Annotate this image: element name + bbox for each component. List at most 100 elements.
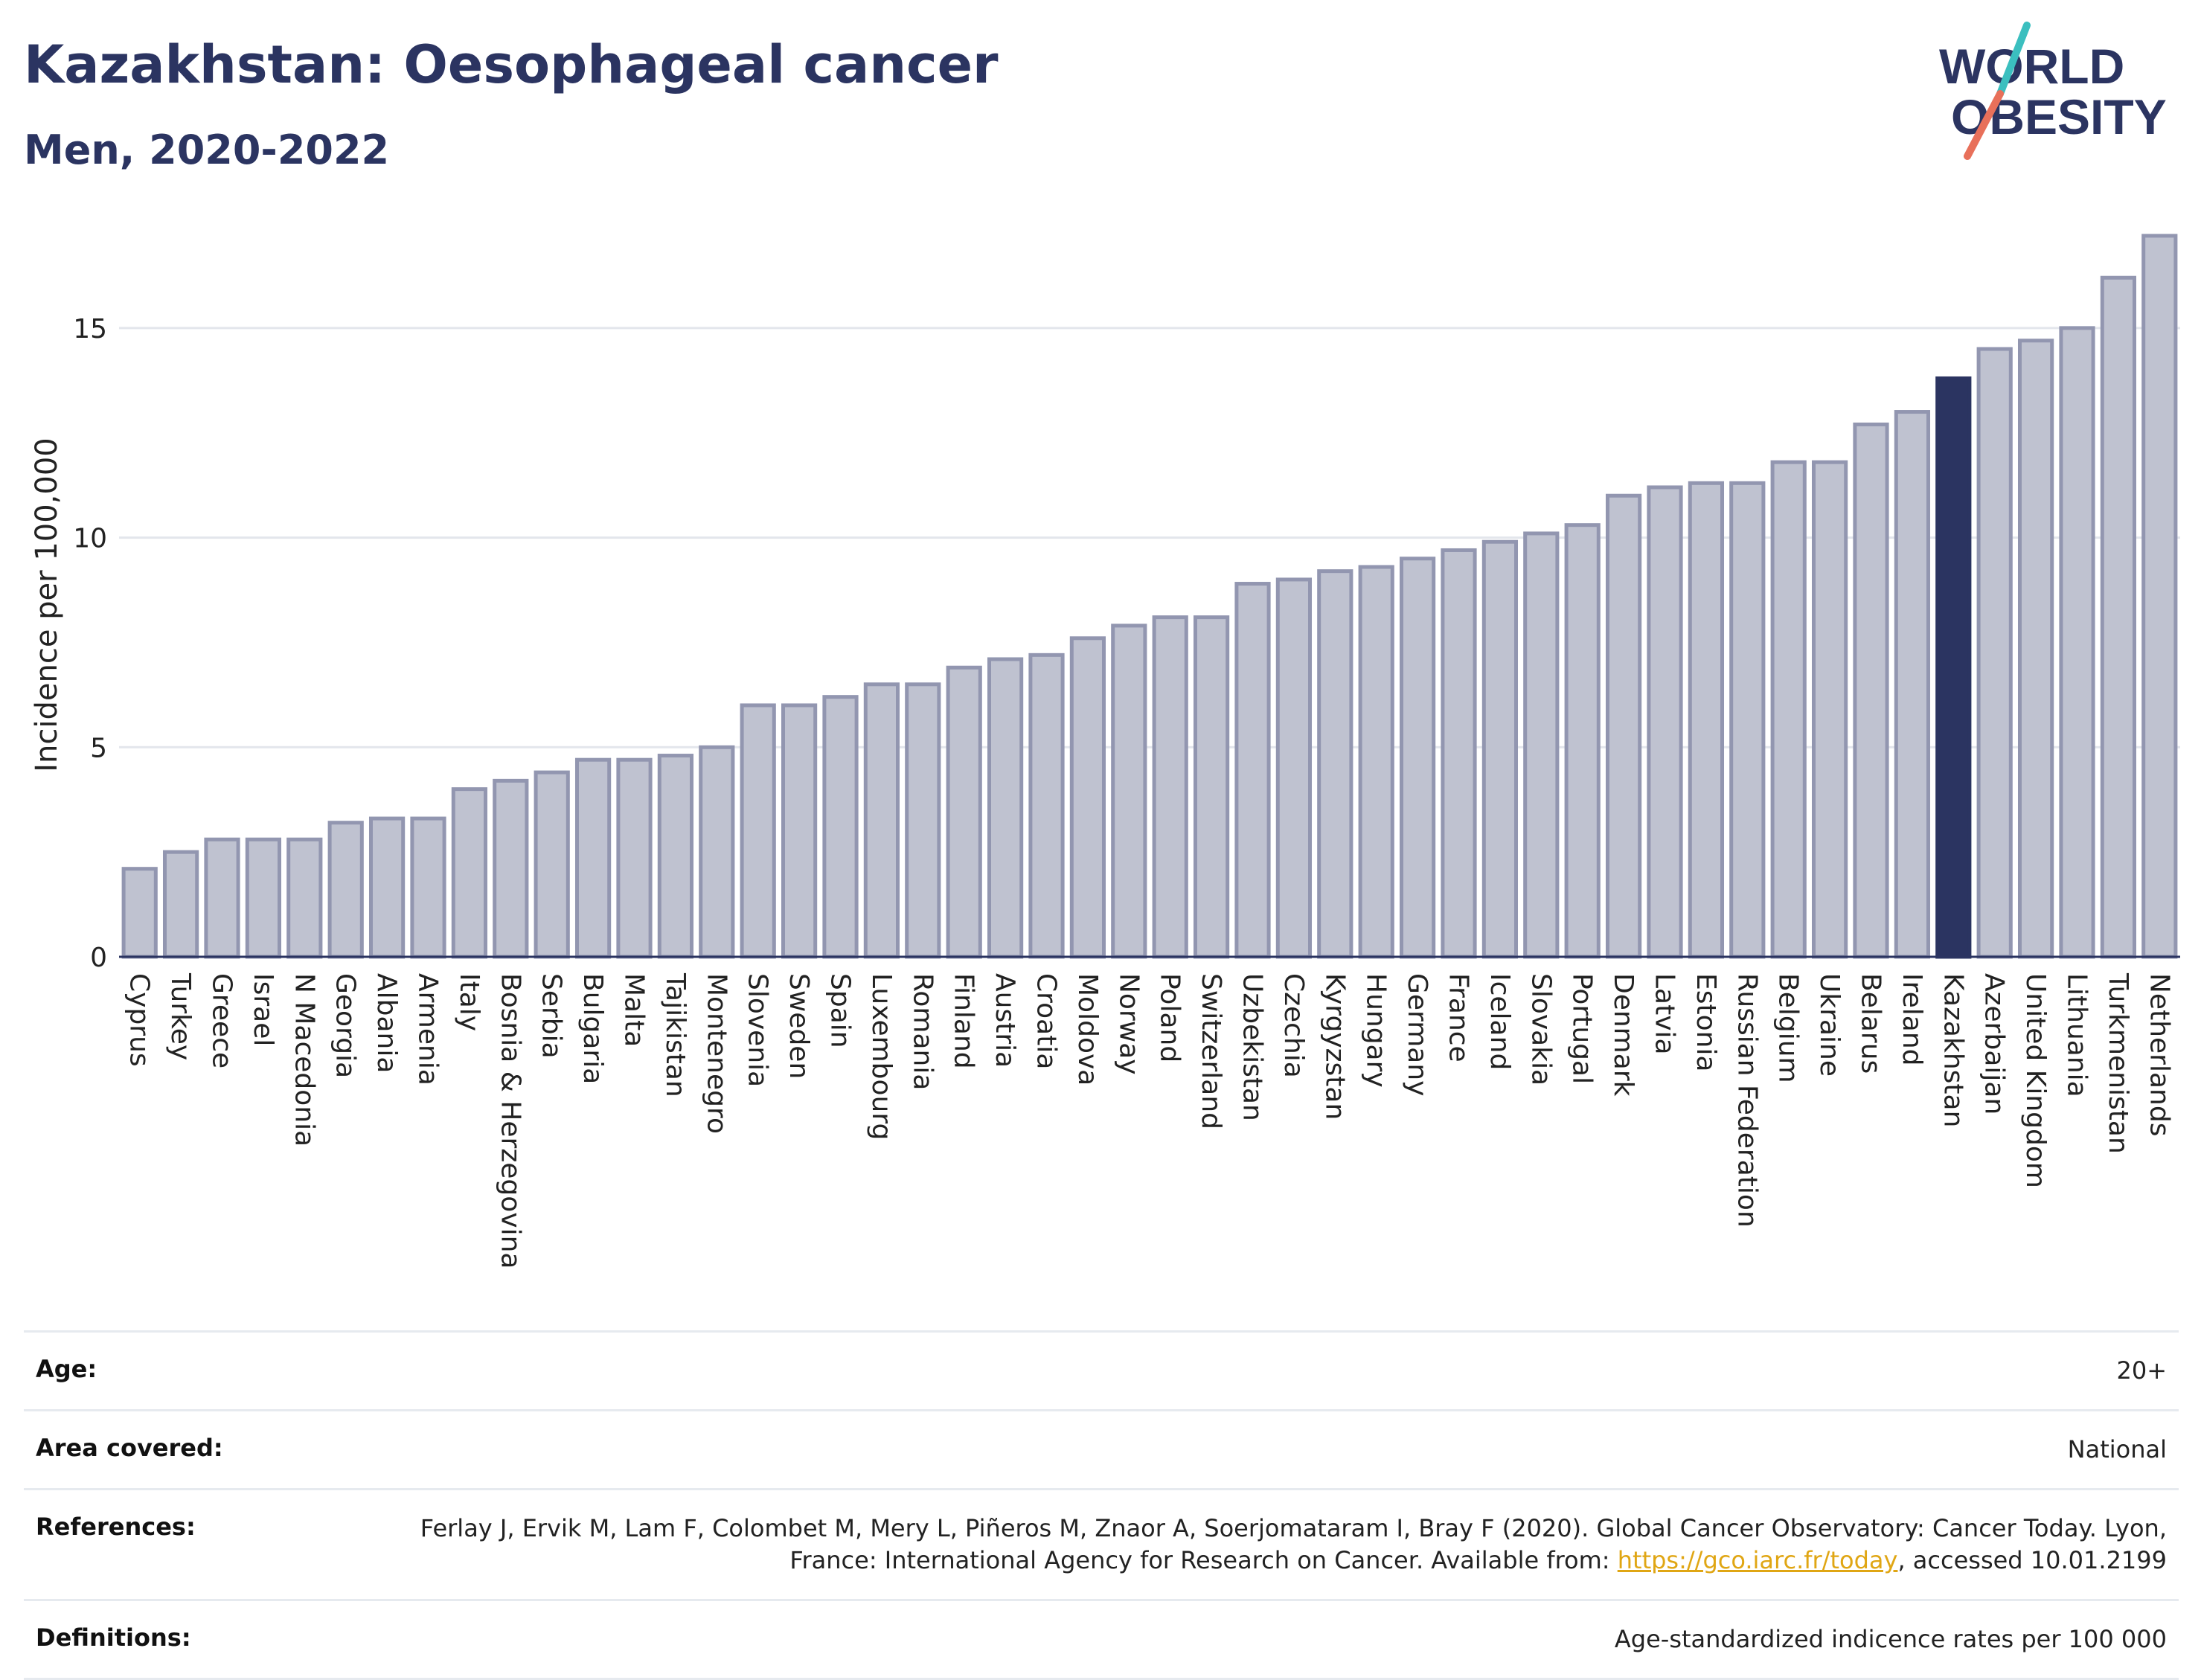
- x-tick-label: Russian Federation: [1731, 973, 1762, 1228]
- bar-lithuania: [2059, 326, 2095, 959]
- x-tick-label: Iceland: [1484, 973, 1515, 1070]
- x-tick-label: Bulgaria: [577, 973, 608, 1084]
- bar-bosnia-herzegovina: [493, 778, 529, 959]
- x-tick-label: Netherlands: [2144, 973, 2174, 1136]
- x-tick-label: Kazakhstan: [1938, 973, 1968, 1127]
- references-link[interactable]: https://gco.iarc.fr/today: [1617, 1546, 1898, 1574]
- x-tick-label: Greece: [207, 973, 237, 1068]
- info-row-age: Age: 20+: [24, 1330, 2179, 1409]
- x-tick-label: Kyrgyzstan: [1319, 973, 1350, 1120]
- x-tick-label: Bosnia & Herzegovina: [495, 973, 525, 1269]
- y-axis-title: Incidence per 100,000: [30, 437, 64, 772]
- x-tick-label: Portugal: [1567, 973, 1598, 1084]
- x-tick-label: Slovakia: [1525, 973, 1556, 1086]
- bar-slovenia: [740, 703, 776, 959]
- bar-iceland: [1481, 539, 1519, 959]
- x-tick-label: Romania: [907, 973, 938, 1090]
- bar-germany: [1399, 557, 1436, 959]
- x-tick-label: Cyprus: [124, 973, 155, 1067]
- x-tick-label: Montenegro: [701, 973, 731, 1134]
- bar-albania: [368, 816, 406, 959]
- definitions-label: Definitions:: [36, 1623, 191, 1652]
- bar-montenegro: [699, 745, 735, 959]
- x-tick-label: Azerbaijan: [1979, 973, 2010, 1115]
- x-tick-label: Finland: [949, 973, 979, 1069]
- info-row-area: Area covered: National: [24, 1409, 2179, 1488]
- x-tick-label: Slovenia: [743, 973, 773, 1087]
- bar-malta: [616, 757, 653, 959]
- x-tick-label: Croatia: [1031, 973, 1062, 1069]
- bar-finland: [946, 665, 982, 959]
- logo-slash-coral: [1964, 90, 2004, 160]
- bar-kyrgyzstan: [1317, 569, 1353, 959]
- x-tick-label: Germany: [1402, 973, 1432, 1096]
- references-text: Ferlay J, Ervik M, Lam F, Colombet M, Me…: [420, 1514, 2167, 1574]
- info-table: Age: 20+ Area covered: National Referenc…: [24, 1330, 2179, 1680]
- bar-belarus: [1853, 422, 1889, 959]
- bar-chart: 0 5 10 15 Incidence per 100,000 Cyprus Turkey G…: [30, 234, 2180, 1269]
- bar-france: [1441, 548, 1477, 959]
- definitions-value: Age-standardized indicence rates per 100…: [1614, 1625, 2167, 1653]
- y-tick-label: 15: [73, 314, 107, 344]
- bar-ireland: [1894, 410, 1931, 959]
- bar-luxembourg: [863, 682, 900, 959]
- bar-n-macedonia: [286, 837, 323, 959]
- bar-italy: [451, 787, 488, 959]
- bar-united-kingdom: [2017, 339, 2054, 959]
- bar-latvia: [1647, 485, 1683, 959]
- bar-portugal: [1564, 523, 1601, 959]
- bar-turkmenistan: [2100, 275, 2137, 959]
- x-tick-label: Latvia: [1650, 973, 1680, 1055]
- x-tick-label: Spain: [825, 973, 856, 1048]
- x-tick-label: Luxembourg: [866, 973, 897, 1140]
- bar-georgia: [327, 821, 364, 959]
- bar-cyprus: [121, 867, 158, 959]
- x-tick-label: Malta: [619, 973, 650, 1047]
- bar-slovakia: [1523, 531, 1560, 959]
- x-tick-label: United Kingdom: [2020, 973, 2051, 1188]
- x-tick-label: Belarus: [1856, 973, 1886, 1074]
- bar-armenia: [410, 816, 446, 959]
- bar-greece: [204, 837, 240, 959]
- x-tick-label: Turkmenistan: [2103, 972, 2133, 1154]
- x-tick-label: Austria: [990, 973, 1020, 1068]
- area-label: Area covered:: [36, 1434, 223, 1462]
- x-tick-label: Sweden: [784, 973, 814, 1079]
- logo-slash-teal: [1996, 22, 2031, 97]
- bar-sweden: [781, 703, 818, 959]
- bar-kazakhstan: [1935, 376, 1972, 959]
- bar-czechia: [1275, 577, 1313, 959]
- x-tick-label: Moldova: [1072, 973, 1103, 1086]
- age-value: 20+: [2116, 1356, 2167, 1385]
- x-tick-label: Czechia: [1278, 973, 1309, 1078]
- references-value: Ferlay J, Ervik M, Lam F, Colombet M, Me…: [366, 1513, 2167, 1577]
- y-tick-label: 0: [90, 943, 107, 973]
- x-tick-label: France: [1444, 973, 1474, 1062]
- info-row-references: References: Ferlay J, Ervik M, Lam F, Co…: [24, 1488, 2179, 1599]
- area-value: National: [2067, 1435, 2167, 1463]
- bar-russian-federation: [1729, 481, 1766, 959]
- x-tick-label: Serbia: [536, 973, 567, 1059]
- world-obesity-logo: WORLD OBESITY: [1939, 22, 2167, 160]
- x-tick-label: Georgia: [330, 973, 361, 1078]
- x-tick-label: Poland: [1155, 973, 1185, 1062]
- x-tick-label: Lithuania: [2062, 973, 2092, 1097]
- bar-estonia: [1688, 481, 1725, 959]
- x-tick-label: Switzerland: [1196, 973, 1226, 1129]
- x-tick-label: Uzbekistan: [1237, 973, 1268, 1121]
- bar-netherlands: [2141, 234, 2178, 959]
- logo-line-1: WORLD: [1939, 39, 2124, 94]
- bar-serbia: [534, 770, 570, 959]
- y-tick-label: 10: [73, 524, 107, 554]
- info-row-definitions: Definitions: Age-standardized indicence …: [24, 1599, 2179, 1680]
- x-tick-label: Belgium: [1773, 973, 1804, 1083]
- bar-moldova: [1069, 636, 1106, 959]
- x-tick-label: Israel: [248, 973, 278, 1046]
- x-tick-label: Tajikistan: [660, 972, 691, 1097]
- bar-belgium: [1770, 460, 1807, 959]
- bar-poland: [1152, 615, 1188, 959]
- bar-austria: [987, 657, 1024, 959]
- x-tick-label: Ukraine: [1814, 973, 1845, 1077]
- bar-uzbekistan: [1234, 582, 1271, 959]
- bar-israel: [245, 837, 282, 959]
